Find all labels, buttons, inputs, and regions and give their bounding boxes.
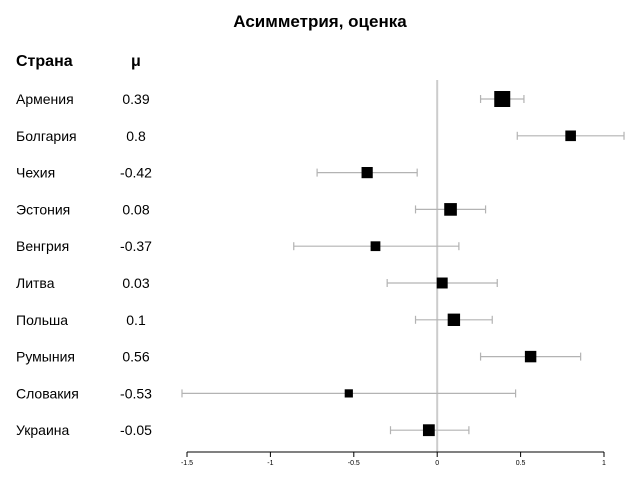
estimate-label: 0.56	[122, 349, 149, 365]
estimate-marker	[494, 91, 511, 107]
estimate-label: 0.8	[126, 128, 146, 144]
estimate-label: 0.08	[122, 201, 149, 217]
estimate-label: -0.42	[120, 165, 152, 181]
estimate-marker	[370, 241, 381, 252]
estimate-label: -0.05	[120, 422, 152, 438]
estimate-column-header: μ	[131, 53, 141, 70]
x-tick-label: 1	[602, 460, 606, 467]
estimate-marker	[524, 350, 537, 363]
country-label: Румыния	[16, 349, 75, 365]
country-column-header: Страна	[16, 53, 73, 70]
estimate-label: -0.53	[120, 385, 152, 401]
country-label: Чехия	[16, 165, 55, 181]
estimate-marker	[447, 313, 461, 326]
x-tick-label: 0.5	[516, 460, 526, 467]
x-tick-label: -0.5	[348, 460, 360, 467]
estimate-marker	[361, 167, 373, 179]
chart-title: Асимметрия, оценка	[233, 12, 407, 31]
estimate-label: -0.37	[120, 238, 152, 254]
country-label: Венгрия	[16, 238, 69, 254]
country-label: Словакия	[16, 385, 79, 401]
country-label: Литва	[16, 275, 55, 291]
estimate-label: 0.39	[122, 91, 149, 107]
estimate-marker	[565, 130, 576, 142]
estimate-marker	[344, 389, 353, 398]
country-label: Польша	[16, 312, 68, 328]
estimate-marker	[436, 277, 448, 289]
estimate-label: 0.1	[126, 312, 146, 328]
x-tick-label: -1	[267, 460, 273, 467]
estimate-marker	[422, 424, 435, 437]
x-tick-label: -1.5	[181, 460, 193, 467]
country-label: Эстония	[16, 201, 70, 217]
estimate-label: 0.03	[122, 275, 149, 291]
estimate-marker	[444, 203, 457, 216]
country-label: Украина	[16, 422, 70, 438]
x-tick-label: 0	[435, 460, 439, 467]
country-label: Болгария	[16, 128, 77, 144]
country-label: Армения	[16, 91, 74, 107]
